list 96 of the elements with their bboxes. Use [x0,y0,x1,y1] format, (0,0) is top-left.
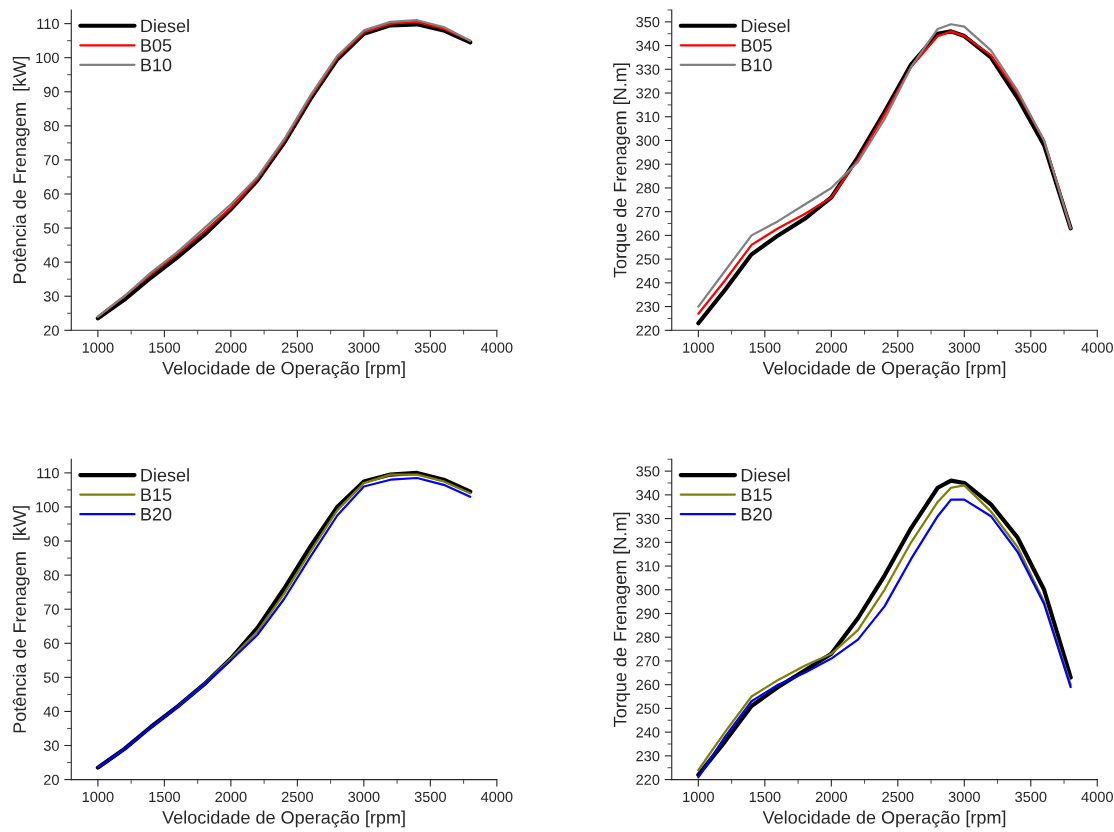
y-tick-label: 250 [636,254,660,265]
x-tick-label: 1000 [683,791,714,803]
legend-label: Diesel [741,468,790,482]
y-tick-label: 260 [636,230,660,241]
y-tick-label: 340 [636,40,660,51]
x-tick-label: 2500 [882,791,914,803]
y-tick-label: 20 [44,774,59,786]
x-tick-label: 4000 [480,342,513,353]
y-tick-label: 80 [43,120,59,132]
y-tick-label: 300 [636,135,660,146]
x-tick-label: 3000 [948,342,980,353]
legend-label: B05 [741,39,772,52]
x-tick-label: 2500 [281,342,314,353]
x-tick-label: 1500 [149,791,181,803]
y-axis-title: Torque de Frenagem [N.m] [613,63,631,278]
y-tick-label: 280 [636,183,660,194]
x-tick-label: 1500 [149,342,181,353]
x-tick-label: 1000 [82,791,114,803]
x-tick-label: 3500 [414,342,446,353]
x-axis-title: Velocidade de Operação [rpm] [762,361,1006,379]
legend-label: B20 [141,507,172,521]
x-tick-label: 3000 [948,791,980,803]
y-tick-label: 290 [636,159,660,170]
y-tick-label: 230 [636,301,660,312]
x-tick-label: 4000 [1081,342,1113,353]
y-tick-label: 60 [44,189,59,200]
legend-label: B05 [141,39,172,52]
legend-label: B10 [141,58,172,72]
legend-label: B15 [141,488,172,502]
y-tick-label: 350 [636,16,660,28]
y-tick-label: 90 [43,86,59,98]
x-tick-label: 3000 [348,791,380,803]
y-tick-label: 250 [636,703,660,714]
y-tick-label: 220 [636,774,660,786]
x-tick-label: 2000 [215,342,247,353]
y-tick-label: 270 [636,206,660,218]
x-tick-label: 1500 [749,342,781,353]
x-tick-label: 2000 [815,791,847,803]
y-tick-label: 240 [636,277,660,289]
y-tick-label: 330 [636,64,660,75]
legend-label: B15 [741,488,772,502]
y-tick-label: 100 [36,502,59,513]
y-tick-label: 50 [43,223,59,234]
legend-label: Diesel [141,468,189,482]
y-tick-label: 280 [636,632,660,643]
y-tick-label: 320 [636,537,660,548]
x-tick-label: 4000 [480,791,513,803]
x-tick-label: 3500 [414,791,446,803]
y-tick-label: 110 [37,468,59,479]
y-tick-label: 310 [636,561,660,572]
y-tick-label: 340 [636,489,660,501]
y-axis-title: Torque de Frenagem [N.m] [613,512,631,727]
x-tick-label: 4000 [1081,791,1113,803]
y-tick-label: 110 [37,18,59,30]
y-tick-label: 240 [636,727,660,738]
legend-label: Diesel [141,19,189,33]
y-tick-label: 30 [43,740,59,751]
y-axis-title: Potência de Frenagem [kW] [12,506,30,733]
x-tick-label: 3500 [1015,342,1047,353]
legend-label: B10 [741,58,772,72]
y-tick-label: 270 [636,656,660,667]
legend-label: B20 [741,507,772,521]
y-tick-label: 60 [44,638,59,649]
x-axis-title: Velocidade de Operação [rpm] [762,810,1006,828]
y-tick-label: 330 [636,513,660,525]
y-tick-label: 230 [636,750,660,762]
y-tick-label: 290 [636,608,660,619]
y-tick-label: 320 [636,88,660,99]
y-tick-label: 220 [636,325,660,336]
y-tick-label: 40 [43,257,59,268]
y-tick-label: 350 [636,466,660,477]
x-tick-label: 2000 [815,342,847,353]
x-tick-label: 1000 [82,342,114,353]
y-tick-label: 100 [36,52,59,64]
y-tick-label: 260 [636,679,660,691]
x-tick-label: 1000 [683,342,714,353]
y-tick-label: 310 [636,111,660,123]
y-tick-label: 50 [43,672,59,683]
x-tick-label: 3000 [348,342,380,353]
y-tick-label: 70 [44,155,59,166]
y-tick-label: 300 [636,584,660,596]
y-tick-label: 70 [44,604,59,615]
y-tick-label: 40 [43,706,59,717]
y-tick-label: 90 [43,536,59,547]
y-tick-label: 80 [43,570,59,581]
x-tick-label: 2500 [281,791,314,803]
x-axis-title: Velocidade de Operação [rpm] [162,361,405,379]
x-tick-label: 1500 [749,791,781,803]
x-tick-label: 2500 [882,342,914,353]
x-axis-title: Velocidade de Operação [rpm] [162,810,405,828]
x-tick-label: 3500 [1015,791,1047,803]
y-tick-label: 20 [44,325,59,336]
y-tick-label: 30 [43,291,59,302]
y-axis-title: Potência de Frenagem [kW] [12,57,30,284]
x-tick-label: 2000 [215,791,247,803]
legend-label: Diesel [741,19,790,33]
